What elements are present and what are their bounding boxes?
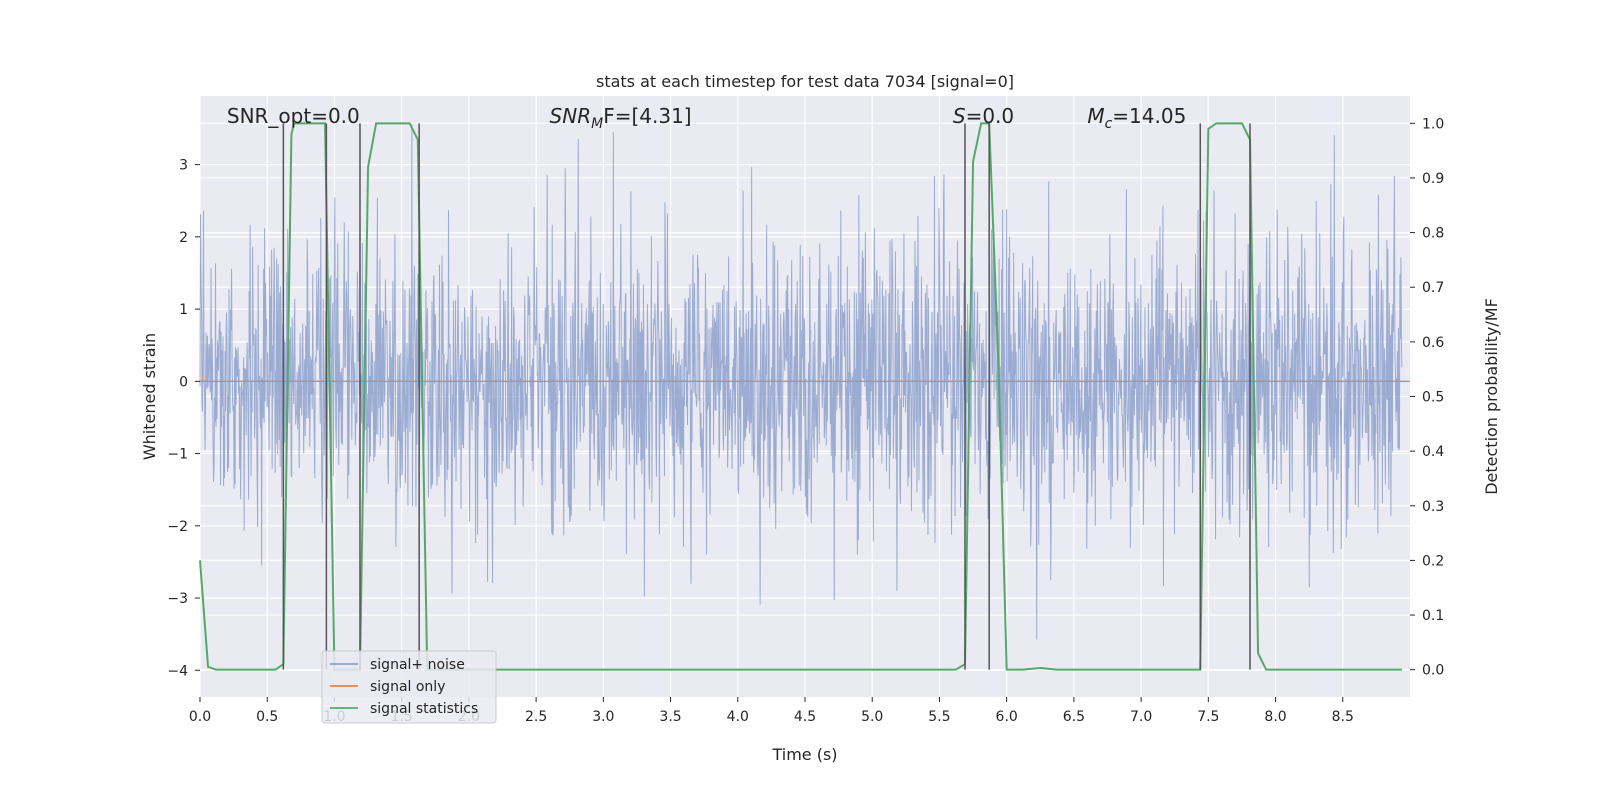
- y-tick-label: 3: [179, 158, 188, 174]
- annotation-text: Mc=14.05: [1087, 104, 1186, 132]
- y-tick-label: −1: [167, 447, 188, 463]
- x-tick-label: 8.5: [1332, 709, 1354, 725]
- y2-tick-label: 0.1: [1422, 608, 1444, 624]
- detection-boundary-lines: [282, 123, 1251, 670]
- y2-tick-label: 0.6: [1422, 335, 1444, 351]
- x-axis-label: Time (s): [771, 745, 837, 764]
- x-tick-label: 4.5: [794, 709, 816, 725]
- y2-tick-label: 0.7: [1422, 280, 1444, 296]
- legend-label: signal statistics: [370, 701, 478, 717]
- x-tick-label: 2.5: [525, 709, 547, 725]
- y-axis-ticks: 3 2 1 0 −1 −2 −3 −4: [167, 158, 200, 679]
- y-axis-label: Whitened strain: [140, 333, 159, 460]
- y-tick-label: 2: [179, 230, 188, 246]
- annotation-text: SNR_opt=0.0: [227, 104, 360, 128]
- x-tick-label: 7.5: [1197, 709, 1219, 725]
- annotation-text: S=0.0: [953, 104, 1014, 128]
- y2-tick-label: 0.8: [1422, 226, 1444, 242]
- legend-label: signal+ noise: [370, 657, 465, 673]
- y2-tick-label: 0.9: [1422, 171, 1444, 187]
- x-tick-label: 4.0: [727, 709, 749, 725]
- legend-box: [321, 650, 497, 724]
- legend: signal+ noise signal only signal statistic…: [321, 650, 497, 724]
- noise-series: [199, 124, 1403, 640]
- y2-tick-label: 0.2: [1422, 553, 1444, 569]
- legend-label: signal only: [370, 679, 445, 695]
- x-tick-label: 5.5: [928, 709, 950, 725]
- y2-tick-label: 0.0: [1422, 663, 1444, 679]
- x-tick-label: 3.5: [659, 709, 681, 725]
- x-tick-label: 8.0: [1264, 709, 1286, 725]
- y2-tick-label: 0.5: [1422, 390, 1444, 406]
- y-tick-label: −2: [167, 519, 188, 535]
- y-tick-label: 1: [179, 302, 188, 318]
- x-tick-label: 0.5: [256, 709, 278, 725]
- noise-line: [199, 124, 1403, 640]
- legend-entries: signal+ noise signal only signal statistic…: [330, 657, 478, 717]
- x-tick-label: 6.5: [1063, 709, 1085, 725]
- y2-axis-ticks: 1.0 0.9 0.8 0.7 0.6 0.5 0.4 0.3 0.2 0.1 0.0: [1410, 116, 1444, 679]
- y-tick-label: −3: [167, 591, 188, 607]
- y2-tick-label: 1.0: [1422, 116, 1444, 132]
- x-tick-label: 7.0: [1130, 709, 1152, 725]
- y-tick-label: −4: [167, 663, 188, 679]
- chart-title: stats at each timestep for test data 703…: [596, 72, 1014, 91]
- y-tick-label: 0: [179, 374, 188, 390]
- y2-tick-label: 0.4: [1422, 444, 1444, 460]
- y2-axis-label: Detection probability/MF: [1482, 298, 1501, 495]
- x-tick-label: 6.0: [996, 709, 1018, 725]
- annotations: SNR_opt=0.0 SNRMF=[4.31] S=0.0 Mc=14.05: [227, 104, 1186, 132]
- y2-tick-label: 0.3: [1422, 499, 1444, 515]
- x-tick-label: 0.0: [189, 709, 211, 725]
- x-tick-label: 5.0: [861, 709, 883, 725]
- x-tick-label: 3.0: [592, 709, 614, 725]
- annotation-text: SNRMF=[4.31]: [550, 104, 692, 132]
